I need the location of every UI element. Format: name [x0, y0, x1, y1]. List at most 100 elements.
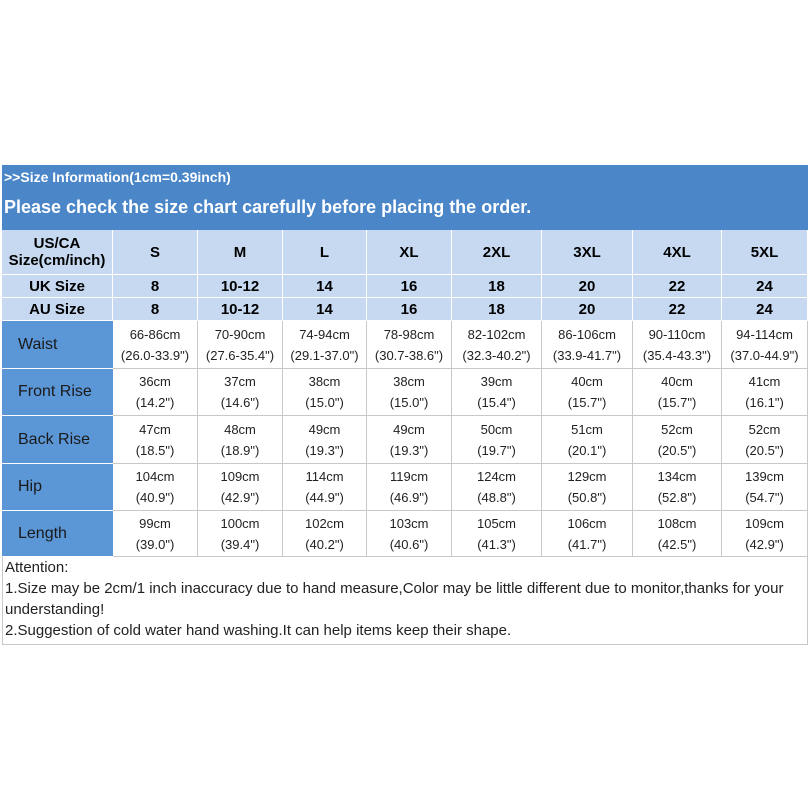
- cm-text: 134cm: [657, 469, 697, 484]
- cm-text: 52cm: [748, 421, 781, 437]
- inch-text: (18.9"): [220, 442, 260, 458]
- inch-text: (37.0-44.9"): [730, 347, 799, 363]
- corner-cell: US/CA Size(cm/inch): [2, 230, 113, 275]
- measure-cell: 139cm (54.7"): [722, 464, 808, 511]
- cm-text: 103cm: [389, 515, 429, 531]
- attention-line: 2.Suggestion of cold water hand washing.…: [5, 622, 512, 639]
- inch-text: (14.2"): [135, 395, 175, 410]
- measure-cell: 102cm (40.2"): [283, 511, 367, 557]
- row-label: Waist: [2, 321, 113, 369]
- measure-cell: 48cm (18.9"): [198, 416, 283, 464]
- measure-cell: 52cm (20.5"): [722, 416, 808, 464]
- cm-text: 40cm: [661, 374, 693, 389]
- inch-text: (35.4-43.3"): [642, 347, 712, 363]
- inch-text: (15.4"): [477, 395, 516, 410]
- size-value: 8: [113, 298, 198, 321]
- corner-text: US/CA: [33, 235, 81, 252]
- size-value: 20: [542, 298, 633, 321]
- measure-cell: 124cm (48.8"): [452, 464, 542, 511]
- size-value: 20: [542, 275, 633, 298]
- measure-cell: 86-106cm (33.9-41.7"): [542, 321, 633, 369]
- measure-cell: 74-94cm (29.1-37.0"): [283, 321, 367, 369]
- inch-text: (16.1"): [745, 395, 784, 410]
- measure-cell: 40cm (15.7"): [633, 369, 722, 416]
- cm-text: 38cm: [393, 374, 425, 389]
- inch-text: (27.6-35.4"): [205, 347, 275, 363]
- measure-cell: 39cm (15.4"): [452, 369, 542, 416]
- measure-cell: 52cm (20.5"): [633, 416, 722, 464]
- cm-text: 70-90cm: [214, 326, 266, 342]
- inch-text: (42.5"): [657, 536, 697, 552]
- size-value: 22: [633, 275, 722, 298]
- size-value: 10-12: [198, 298, 283, 321]
- size-header: 5XL: [722, 230, 808, 275]
- inch-text: (20.1"): [567, 442, 607, 458]
- size-row-label: AU Size: [2, 298, 113, 321]
- size-header: 3XL: [542, 230, 633, 275]
- measure-cell: 40cm (15.7"): [542, 369, 633, 416]
- cm-text: 100cm: [220, 515, 260, 531]
- measure-cell: 103cm (40.6"): [367, 511, 452, 557]
- cm-text: 102cm: [304, 515, 345, 531]
- banner: >>Size Information(1cm=0.39inch) Please …: [2, 165, 808, 230]
- inch-text: (19.7"): [477, 442, 516, 458]
- inch-text: (32.3-40.2"): [462, 347, 531, 363]
- measure-cell: 82-102cm (32.3-40.2"): [452, 321, 542, 369]
- size-value: 10-12: [198, 275, 283, 298]
- inch-text: (19.3"): [305, 442, 344, 458]
- cm-text: 106cm: [567, 515, 607, 531]
- inch-text: (54.7"): [745, 490, 784, 505]
- size-header: S: [113, 230, 198, 275]
- cm-text: 39cm: [480, 374, 513, 389]
- size-header: XL: [367, 230, 452, 275]
- measure-cell: 36cm (14.2"): [113, 369, 198, 416]
- measure-cell: 50cm (19.7"): [452, 416, 542, 464]
- measure-cell: 108cm (42.5"): [633, 511, 722, 557]
- measure-cell: 119cm (46.9"): [367, 464, 452, 511]
- size-value: 18: [452, 298, 542, 321]
- cm-text: 50cm: [480, 421, 513, 437]
- measure-cell: 90-110cm (35.4-43.3"): [633, 321, 722, 369]
- cm-text: 109cm: [744, 515, 785, 531]
- inch-text: (39.0"): [135, 536, 175, 552]
- inch-text: (40.6"): [389, 536, 429, 552]
- inch-text: (42.9"): [220, 490, 260, 505]
- measure-cell: 94-114cm (37.0-44.9"): [722, 321, 808, 369]
- cm-text: 129cm: [567, 469, 607, 484]
- cm-text: 41cm: [748, 374, 781, 389]
- corner-text: Size(cm/inch): [8, 252, 106, 269]
- inch-text: (42.9"): [745, 536, 784, 552]
- cm-text: 74-94cm: [299, 326, 350, 342]
- cm-text: 105cm: [476, 515, 517, 531]
- size-header: M: [198, 230, 283, 275]
- cm-text: 52cm: [661, 421, 693, 437]
- size-value: 8: [113, 275, 198, 298]
- cm-text: 90-110cm: [648, 326, 706, 342]
- cm-text: 94-114cm: [736, 326, 793, 342]
- size-value: 24: [722, 275, 808, 298]
- inch-text: (46.9"): [389, 490, 429, 505]
- inch-text: (33.9-41.7"): [552, 347, 622, 363]
- cm-text: 38cm: [308, 374, 341, 389]
- measure-cell: 129cm (50.8"): [542, 464, 633, 511]
- size-value: 18: [452, 275, 542, 298]
- cm-text: 49cm: [308, 421, 341, 437]
- inch-text: (40.9"): [135, 490, 175, 505]
- attention: Attention: 1.Size may be 2cm/1 inch inac…: [2, 557, 808, 645]
- cm-text: 48cm: [224, 421, 256, 437]
- cm-text: 139cm: [744, 469, 785, 484]
- measure-cell: 49cm (19.3"): [283, 416, 367, 464]
- cm-text: 109cm: [220, 469, 260, 484]
- inch-text: (15.0"): [389, 395, 429, 410]
- cm-text: 49cm: [393, 421, 425, 437]
- row-label: Hip: [2, 464, 113, 511]
- cm-text: 37cm: [224, 374, 256, 389]
- cm-text: 108cm: [657, 515, 697, 531]
- cm-text: 36cm: [139, 374, 171, 389]
- cm-text: 66-86cm: [129, 326, 181, 342]
- row-label: Back Rise: [2, 416, 113, 464]
- measure-cell: 78-98cm (30.7-38.6"): [367, 321, 452, 369]
- measure-cell: 114cm (44.9"): [283, 464, 367, 511]
- measure-cell: 99cm (39.0"): [113, 511, 198, 557]
- inch-text: (20.5"): [745, 442, 784, 458]
